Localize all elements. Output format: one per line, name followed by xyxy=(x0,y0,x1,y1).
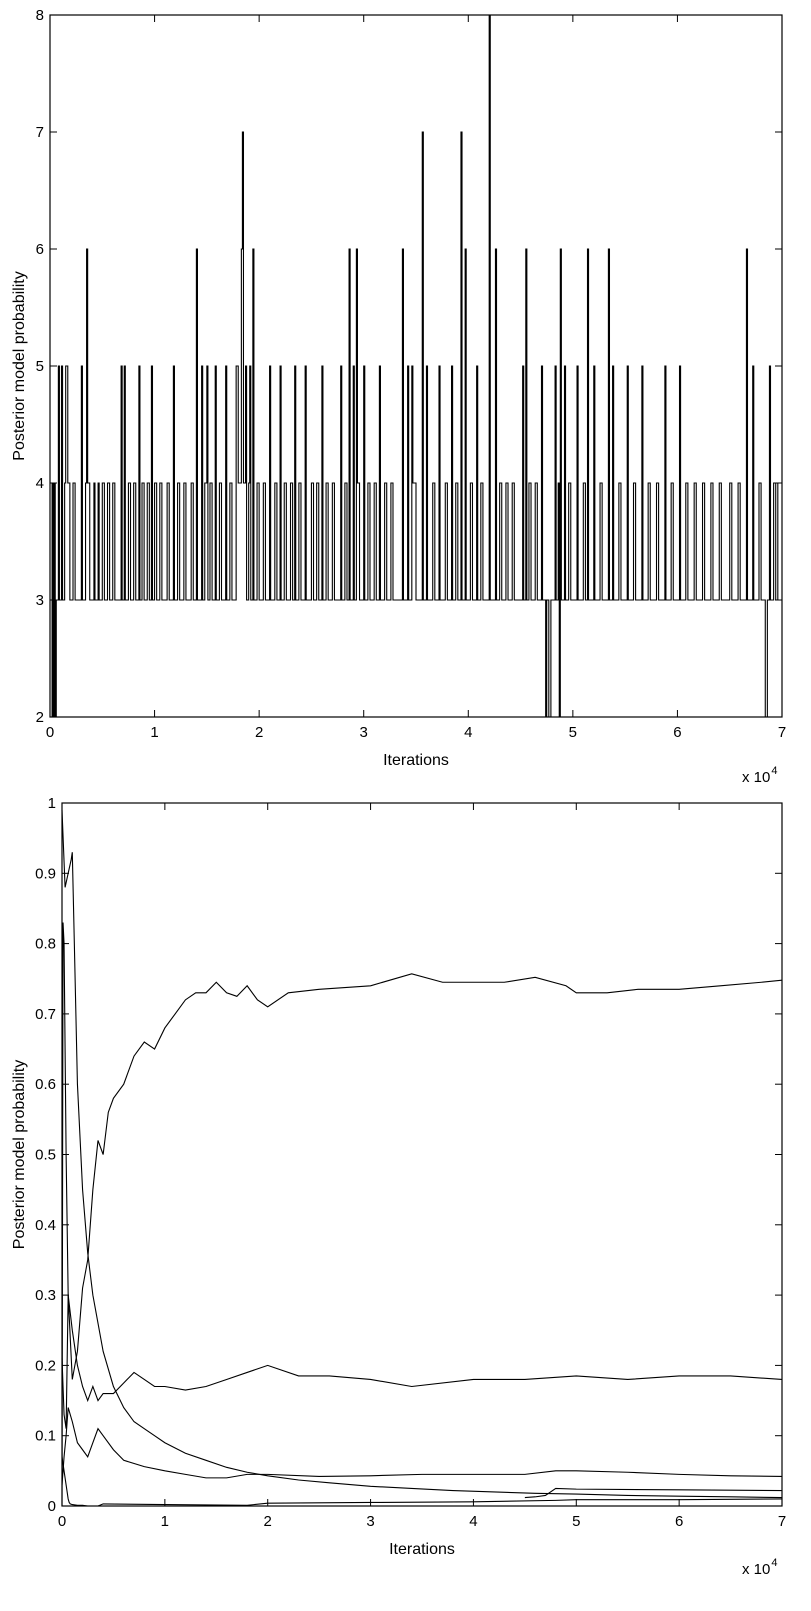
y-tick-label: 7 xyxy=(36,124,44,141)
series-line-7 xyxy=(524,1487,783,1499)
x-axis-label: Iterations xyxy=(383,752,449,769)
y-tick-label: 0.9 xyxy=(35,865,56,882)
series-line-1 xyxy=(50,14,782,718)
top-model-trace-chart: 0 1 2 3 4 5 6 7 2 3 4 5 6 7 8 Iterations Posterior model… xyxy=(11,7,786,786)
y-tick-label: 0.8 xyxy=(35,936,56,953)
y-tick-label: 0.2 xyxy=(35,1357,56,1374)
x-tick-label: 3 xyxy=(360,724,368,741)
y-tick-label: 6 xyxy=(36,241,44,258)
series-line-4 xyxy=(61,1407,783,1485)
y-tick-label: 0.4 xyxy=(35,1217,56,1234)
x-tick-label: 7 xyxy=(778,724,786,741)
x-tick-label: 1 xyxy=(161,1513,169,1530)
y-tick-label: 0.6 xyxy=(35,1076,56,1093)
y-tick-label: 8 xyxy=(36,7,44,24)
x-tick-label: 4 xyxy=(464,724,472,741)
bottom-model-probability-chart: 0 1 2 3 4 5 6 7 0 0.1 0.2 0.3 0.4 0.5 0.6 0.7 0.8 0.9 1 Ite… xyxy=(11,795,786,1578)
x-tick-label: 5 xyxy=(572,1513,580,1530)
y-tick-label: 0.1 xyxy=(35,1428,56,1445)
y-tick-label: 0.7 xyxy=(35,1006,56,1023)
x-axis-multiplier: x 104 xyxy=(742,1557,777,1578)
x-tick-label: 3 xyxy=(366,1513,374,1530)
x-tick-label: 0 xyxy=(46,724,54,741)
y-tick-label: 0.5 xyxy=(35,1147,56,1164)
y-tick-label: 0 xyxy=(48,1498,56,1515)
x-axis-label: Iterations xyxy=(389,1541,455,1558)
x-tick-label: 6 xyxy=(675,1513,683,1530)
y-axis-label: Posterior model probability xyxy=(11,1060,28,1249)
axes-frame xyxy=(61,802,783,1507)
x-tick-label: 0 xyxy=(58,1513,66,1530)
y-tick-label: 4 xyxy=(36,475,44,492)
x-tick-label: 2 xyxy=(264,1513,272,1530)
y-tick-label: 0.3 xyxy=(35,1287,56,1304)
y-axis-label: Posterior model probability xyxy=(11,271,28,460)
axes-frame xyxy=(49,14,783,718)
y-tick-label: 5 xyxy=(36,358,44,375)
x-tick-label: 5 xyxy=(569,724,577,741)
y-tick-label: 1 xyxy=(48,795,56,812)
series-line-1 xyxy=(61,922,783,1507)
x-tick-label: 4 xyxy=(469,1513,477,1530)
series-line-5 xyxy=(61,1456,782,1507)
x-tick-label: 2 xyxy=(255,724,263,741)
x-tick-label: 1 xyxy=(150,724,158,741)
x-tick-label: 6 xyxy=(673,724,681,741)
x-tick-label: 7 xyxy=(778,1513,786,1530)
x-axis-multiplier: x 104 xyxy=(742,765,777,786)
series-line-3 xyxy=(61,1295,783,1429)
y-tick-label: 3 xyxy=(36,592,44,609)
y-tick-label: 2 xyxy=(36,709,44,726)
series-line-2 xyxy=(61,810,783,1499)
